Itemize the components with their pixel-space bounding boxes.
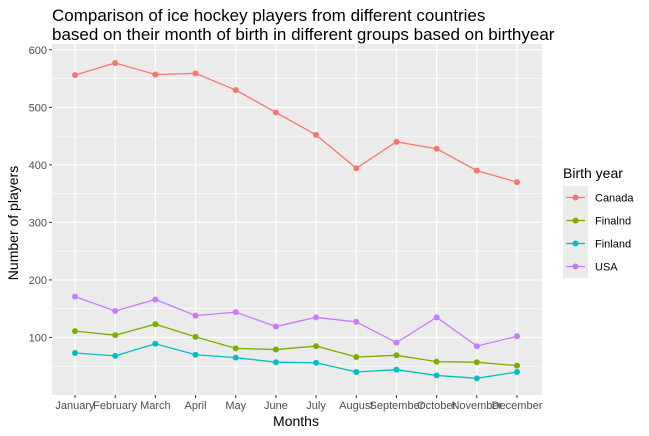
data-point xyxy=(72,349,78,356)
data-point xyxy=(473,359,480,366)
x-tick-label: July xyxy=(306,400,326,412)
y-axis-title: Number of players xyxy=(5,166,21,280)
data-point xyxy=(72,328,78,335)
x-tick-label: February xyxy=(93,400,138,412)
legend-key-point xyxy=(572,194,579,201)
y-tick-label: 200 xyxy=(29,275,47,287)
x-tick-label: June xyxy=(264,400,288,412)
y-tick-label: 500 xyxy=(29,102,47,114)
x-tick-label: March xyxy=(140,400,171,412)
data-point xyxy=(112,352,119,359)
data-point xyxy=(313,359,320,366)
legend: Birth year Canada Finalnd Finland USA xyxy=(563,165,634,278)
x-tick-label: August xyxy=(339,400,373,412)
legend-label: Canada xyxy=(595,193,634,205)
data-point xyxy=(272,323,279,330)
data-point xyxy=(393,339,400,346)
chart-title-line-2: based on their month of birth in differe… xyxy=(52,25,555,44)
legend-key-point xyxy=(572,263,579,270)
data-point xyxy=(393,366,400,373)
y-tick-label: 600 xyxy=(29,45,47,57)
y-tick-label: 300 xyxy=(29,217,47,229)
plot-panel xyxy=(52,44,542,395)
y-axis: 100 200 300 400 500 600 xyxy=(29,45,52,344)
series-line xyxy=(74,343,518,379)
data-point xyxy=(232,354,239,361)
data-point xyxy=(192,351,199,358)
data-point xyxy=(473,343,480,350)
data-point xyxy=(72,72,78,79)
x-tick-label: December xyxy=(492,400,543,412)
data-point xyxy=(232,87,239,94)
data-point xyxy=(353,368,360,375)
legend-key-point xyxy=(572,240,579,247)
data-point xyxy=(353,165,360,172)
data-point xyxy=(433,145,440,152)
chart-title-line-1: Comparison of ice hockey players from di… xyxy=(52,6,485,25)
data-point xyxy=(514,179,520,186)
x-tick-label: November xyxy=(451,400,502,412)
data-point xyxy=(112,332,119,339)
x-tick-label: January xyxy=(55,400,95,412)
x-tick-label: May xyxy=(225,400,246,412)
data-point xyxy=(473,167,480,174)
data-point xyxy=(433,372,440,379)
data-point xyxy=(152,321,159,328)
x-axis-title: Months xyxy=(273,413,319,429)
series-line xyxy=(74,62,518,183)
data-point xyxy=(433,358,440,365)
data-point xyxy=(192,333,199,340)
y-tick-label: 100 xyxy=(29,332,47,344)
data-point xyxy=(152,340,159,347)
data-point xyxy=(514,362,520,369)
data-point xyxy=(72,293,78,300)
legend-title: Birth year xyxy=(563,165,623,181)
legend-key-point xyxy=(572,217,579,224)
data-point xyxy=(514,368,520,375)
data-point xyxy=(353,318,360,325)
data-point xyxy=(514,333,520,340)
data-point xyxy=(353,354,360,361)
data-point xyxy=(272,346,279,353)
series-layer xyxy=(72,59,520,382)
data-point xyxy=(232,345,239,352)
data-point xyxy=(313,314,320,321)
legend-label: Finalnd xyxy=(595,216,631,228)
data-point xyxy=(192,70,199,77)
data-point xyxy=(393,352,400,359)
x-tick-label: September xyxy=(370,400,424,412)
legend-label: Finland xyxy=(595,239,631,251)
legend-label: USA xyxy=(595,262,618,274)
data-point xyxy=(272,109,279,116)
data-point xyxy=(152,71,159,78)
data-point xyxy=(473,375,480,382)
series-line xyxy=(74,323,518,367)
data-point xyxy=(313,131,320,138)
data-point xyxy=(272,359,279,366)
minor-gridlines xyxy=(52,78,542,367)
data-point xyxy=(112,307,119,314)
data-point xyxy=(433,314,440,321)
data-point xyxy=(393,138,400,145)
y-tick-label: 400 xyxy=(29,160,47,172)
x-tick-label: April xyxy=(185,400,207,412)
data-point xyxy=(112,59,119,66)
data-point xyxy=(232,309,239,316)
data-point xyxy=(192,312,199,319)
series-line xyxy=(74,295,518,347)
data-point xyxy=(313,343,320,350)
x-tick-label: October xyxy=(417,400,456,412)
data-point xyxy=(152,296,159,303)
